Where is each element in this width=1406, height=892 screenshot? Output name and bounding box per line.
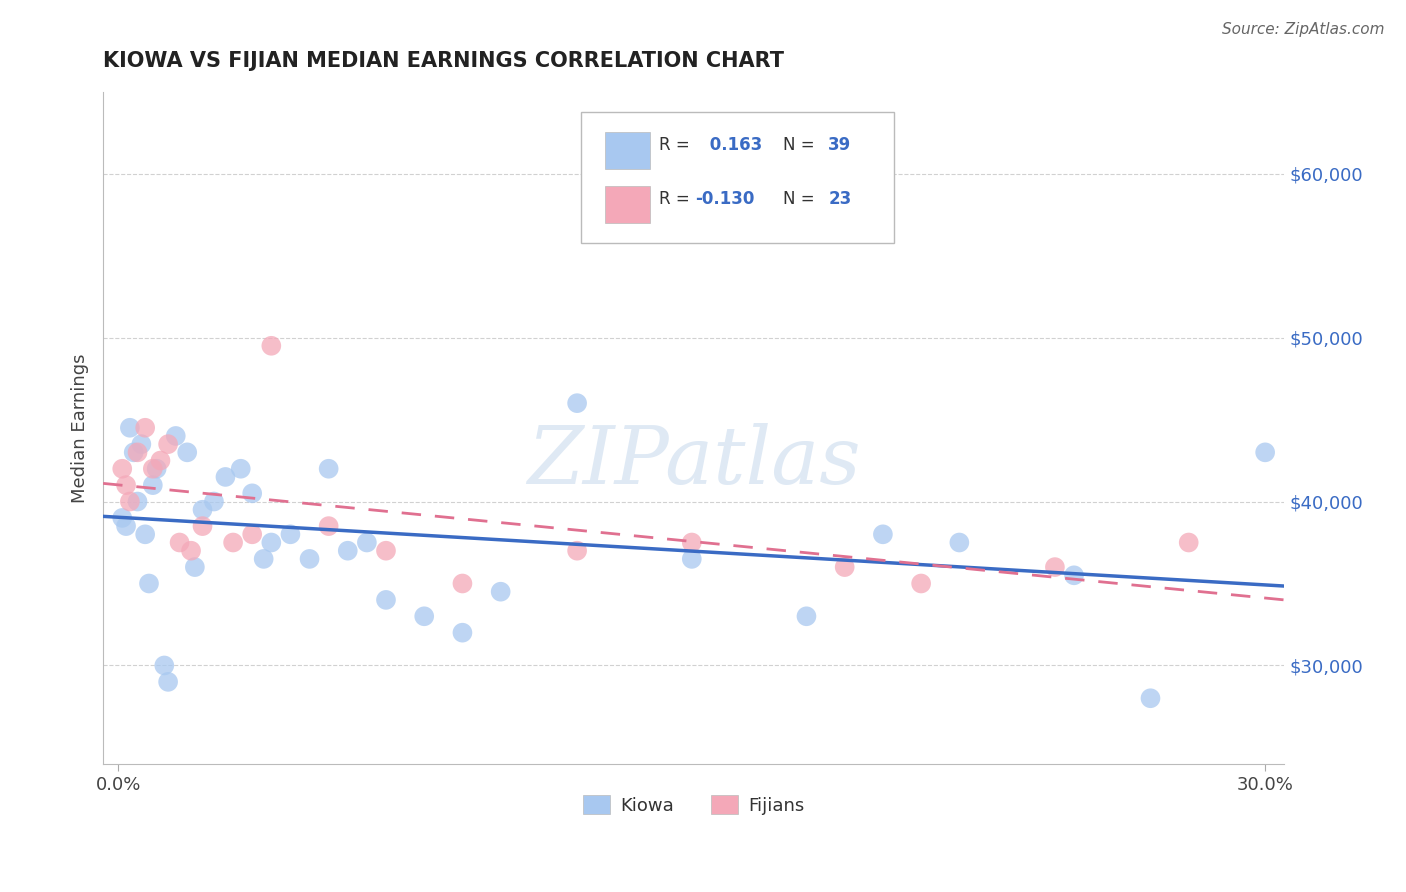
Point xyxy=(681,552,703,566)
Point xyxy=(180,543,202,558)
Point xyxy=(356,535,378,549)
Point xyxy=(165,429,187,443)
Point xyxy=(375,543,398,558)
Point xyxy=(229,461,252,475)
Point xyxy=(138,576,160,591)
Point xyxy=(184,560,207,574)
Point xyxy=(489,584,512,599)
Point xyxy=(111,461,134,475)
FancyBboxPatch shape xyxy=(582,112,894,243)
Point xyxy=(451,576,474,591)
Point xyxy=(260,339,283,353)
Point xyxy=(149,453,172,467)
Text: Source: ZipAtlas.com: Source: ZipAtlas.com xyxy=(1222,22,1385,37)
Point xyxy=(169,535,191,549)
Point xyxy=(1177,535,1199,549)
Point xyxy=(222,535,245,549)
Text: KIOWA VS FIJIAN MEDIAN EARNINGS CORRELATION CHART: KIOWA VS FIJIAN MEDIAN EARNINGS CORRELAT… xyxy=(103,51,785,70)
Point xyxy=(260,535,283,549)
Point xyxy=(1254,445,1277,459)
Point xyxy=(118,494,141,508)
Point xyxy=(375,593,398,607)
Point xyxy=(202,494,225,508)
Point xyxy=(318,519,340,533)
Point xyxy=(127,445,149,459)
Point xyxy=(796,609,818,624)
Point xyxy=(280,527,302,541)
FancyBboxPatch shape xyxy=(605,132,650,169)
Point xyxy=(318,461,340,475)
Point xyxy=(131,437,153,451)
Point xyxy=(681,535,703,549)
Point xyxy=(134,527,156,541)
Point xyxy=(111,511,134,525)
Text: 39: 39 xyxy=(828,136,852,154)
Point xyxy=(134,421,156,435)
Point xyxy=(142,461,165,475)
Point xyxy=(240,486,263,500)
Point xyxy=(142,478,165,492)
Text: 23: 23 xyxy=(828,190,852,208)
Point xyxy=(565,543,588,558)
Text: R =: R = xyxy=(659,136,696,154)
Point xyxy=(122,445,145,459)
Text: 0.163: 0.163 xyxy=(704,136,762,154)
Point xyxy=(910,576,932,591)
Point xyxy=(1139,691,1161,706)
Point xyxy=(413,609,436,624)
Point xyxy=(948,535,970,549)
Point xyxy=(1043,560,1066,574)
Y-axis label: Median Earnings: Median Earnings xyxy=(72,353,89,502)
Point xyxy=(1063,568,1085,582)
Text: -0.130: -0.130 xyxy=(695,190,754,208)
Point xyxy=(872,527,894,541)
Point xyxy=(145,461,167,475)
Text: N =: N = xyxy=(783,190,820,208)
Legend: Kiowa, Fijians: Kiowa, Fijians xyxy=(575,789,811,822)
Point xyxy=(115,519,138,533)
Point xyxy=(565,396,588,410)
Point xyxy=(336,543,359,558)
Point xyxy=(834,560,856,574)
Point xyxy=(115,478,138,492)
Point xyxy=(157,437,180,451)
Point xyxy=(157,674,180,689)
Text: R =: R = xyxy=(659,190,696,208)
Point xyxy=(298,552,321,566)
Point xyxy=(127,494,149,508)
Point xyxy=(253,552,276,566)
Point xyxy=(191,502,214,516)
Point xyxy=(451,625,474,640)
Point xyxy=(214,470,236,484)
Text: N =: N = xyxy=(783,136,820,154)
Point xyxy=(191,519,214,533)
Point xyxy=(176,445,198,459)
FancyBboxPatch shape xyxy=(605,186,650,223)
Point xyxy=(118,421,141,435)
Point xyxy=(240,527,263,541)
Point xyxy=(153,658,176,673)
Text: ZIPatlas: ZIPatlas xyxy=(527,423,860,500)
